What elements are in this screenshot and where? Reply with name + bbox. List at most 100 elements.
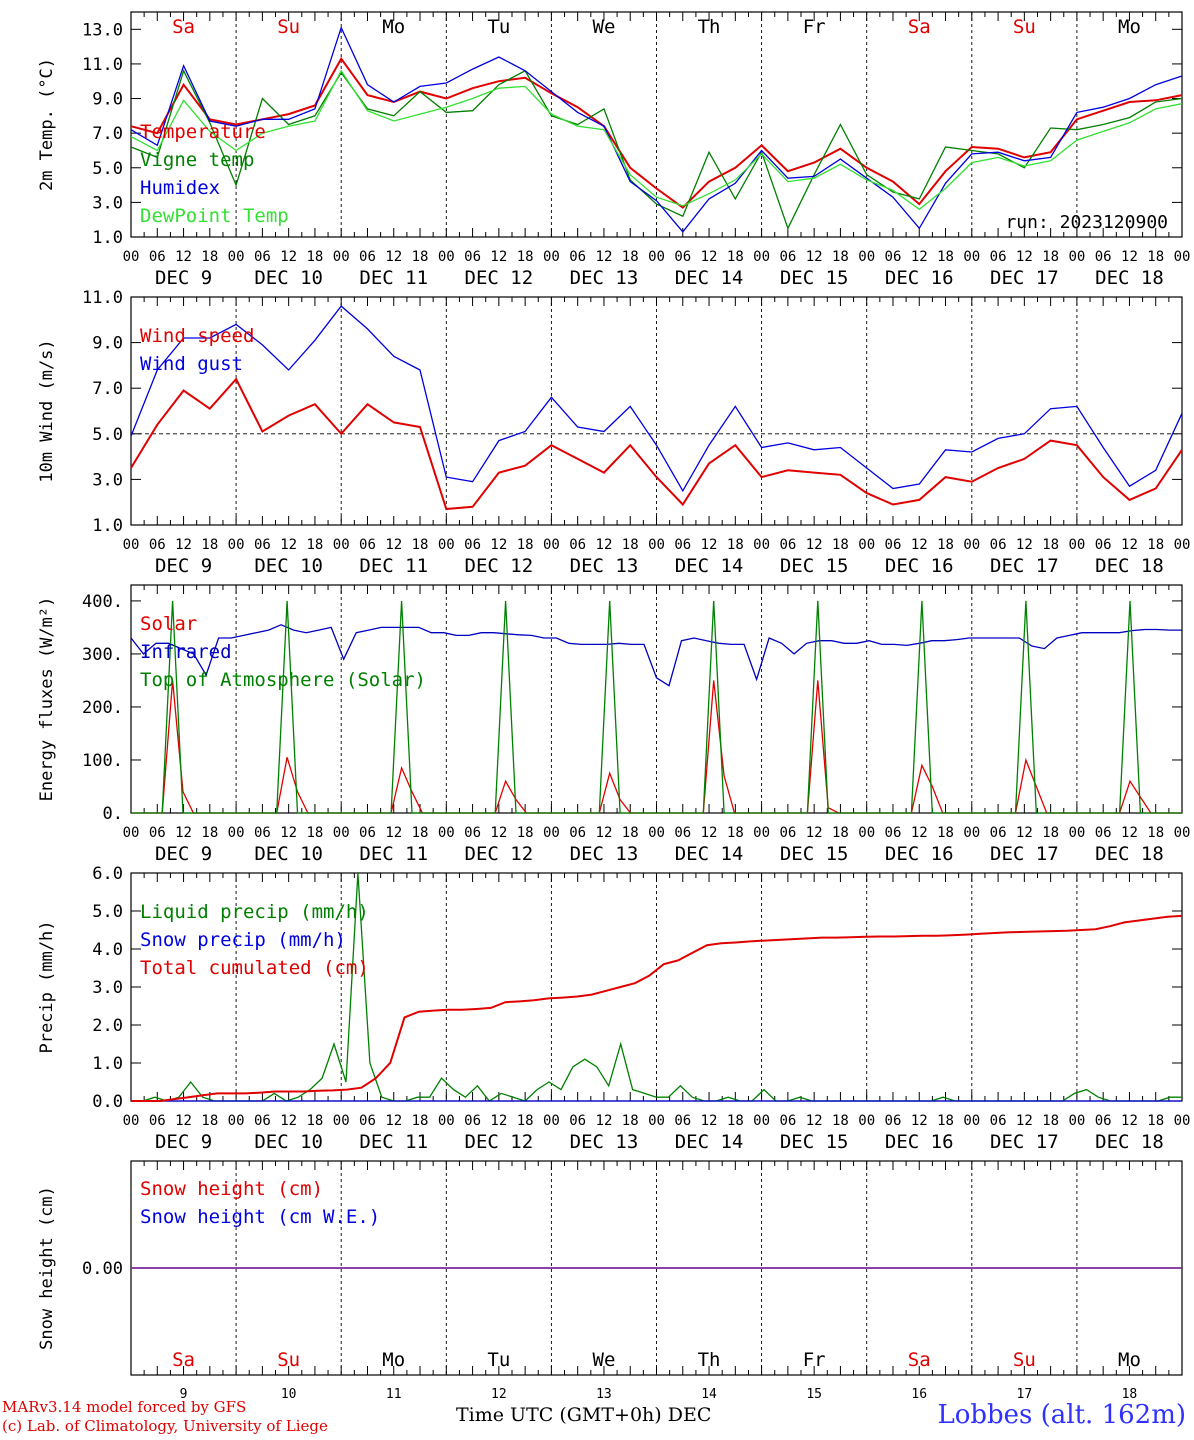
hour-tick-label: 12 — [175, 537, 192, 553]
y-tick-label: 0. — [103, 804, 123, 824]
hour-tick-label: 18 — [306, 1113, 323, 1129]
date-label: DEC 12 — [465, 1131, 534, 1153]
hour-tick-label: 18 — [201, 249, 218, 265]
hour-tick-label: 00 — [438, 825, 455, 841]
hour-tick-label: 06 — [149, 1113, 166, 1129]
weekday-label: Fr — [803, 1349, 826, 1371]
date-label: DEC 13 — [570, 843, 639, 865]
day-number-label: 15 — [806, 1387, 822, 1402]
y-axis-label: 10m Wind (m/s) — [37, 339, 57, 482]
date-label: DEC 11 — [359, 267, 428, 289]
credits: MARv3.14 model forced by GFS (c) Lab. of… — [2, 1398, 328, 1436]
hour-tick-label: 06 — [359, 537, 376, 553]
hour-tick-label: 00 — [648, 249, 665, 265]
hour-tick-label: 06 — [885, 825, 902, 841]
series-line — [130, 624, 1182, 687]
hour-tick-label: 12 — [911, 825, 928, 841]
date-label: DEC 16 — [885, 1131, 954, 1153]
hour-tick-label: 18 — [412, 825, 429, 841]
hour-tick-label: 12 — [385, 249, 402, 265]
hour-tick-label: 18 — [832, 537, 849, 553]
hour-tick-label: 12 — [806, 537, 823, 553]
date-label: DEC 12 — [465, 555, 534, 577]
hour-tick-label: 00 — [858, 537, 875, 553]
day-number-label: 9 — [180, 1387, 188, 1402]
day-number-label: 16 — [911, 1387, 927, 1402]
hour-tick-label: 12 — [596, 825, 613, 841]
date-label: DEC 16 — [885, 843, 954, 865]
hour-tick-label: 12 — [280, 825, 297, 841]
date-label: DEC 18 — [1095, 555, 1164, 577]
hour-tick-label: 06 — [254, 1113, 271, 1129]
hour-tick-label: 00 — [858, 825, 875, 841]
hour-tick-label: 06 — [464, 249, 481, 265]
hour-tick-label: 00 — [753, 537, 770, 553]
y-tick-label: 0.0 — [92, 1092, 123, 1112]
weekday-label: Su — [1013, 1349, 1036, 1371]
hour-tick-label: 18 — [1042, 1113, 1059, 1129]
hour-tick-label: 00 — [1174, 249, 1191, 265]
hour-tick-label: 18 — [517, 537, 534, 553]
date-label: DEC 16 — [885, 555, 954, 577]
hour-tick-label: 12 — [385, 825, 402, 841]
hour-tick-label: 18 — [412, 1113, 429, 1129]
hour-tick-label: 18 — [727, 825, 744, 841]
day-number-label: 14 — [701, 1387, 717, 1402]
hour-tick-label: 06 — [359, 249, 376, 265]
date-label: DEC 14 — [675, 555, 744, 577]
hour-tick-label: 00 — [753, 825, 770, 841]
hour-tick-label: 00 — [543, 825, 560, 841]
hour-tick-label: 00 — [333, 825, 350, 841]
hour-tick-label: 00 — [648, 1113, 665, 1129]
hour-tick-label: 12 — [280, 537, 297, 553]
hour-tick-label: 18 — [832, 249, 849, 265]
hour-tick-label: 00 — [543, 1113, 560, 1129]
hour-tick-label: 00 — [438, 249, 455, 265]
y-tick-label: 0.00 — [82, 1259, 123, 1279]
legend-entry: Solar — [140, 613, 197, 635]
hour-tick-label: 06 — [1095, 825, 1112, 841]
hour-tick-label: 06 — [569, 537, 586, 553]
series-line — [130, 305, 1183, 493]
y-tick-label: 3.0 — [92, 978, 123, 998]
hour-tick-label: 06 — [359, 1113, 376, 1129]
hour-tick-label: 18 — [1042, 249, 1059, 265]
hour-tick-label: 00 — [228, 825, 245, 841]
y-tick-label: 7.0 — [92, 379, 123, 399]
y-tick-label: 400. — [82, 592, 123, 612]
hour-tick-label: 06 — [674, 1113, 691, 1129]
hour-tick-label: 00 — [123, 249, 140, 265]
hour-tick-label: 12 — [490, 249, 507, 265]
hour-tick-label: 12 — [701, 1113, 718, 1129]
y-axis-label: Snow height (cm) — [37, 1186, 57, 1350]
legend-entry: Snow precip (mm/h) — [140, 929, 346, 951]
hour-tick-label: 06 — [990, 537, 1007, 553]
y-tick-label: 7.0 — [92, 124, 123, 144]
hour-tick-label: 06 — [885, 1113, 902, 1129]
hour-tick-label: 18 — [201, 1113, 218, 1129]
hour-tick-label: 06 — [569, 1113, 586, 1129]
weekday-label: Su — [1013, 16, 1036, 38]
hour-tick-label: 18 — [727, 249, 744, 265]
weekday-label: Su — [277, 1349, 300, 1371]
hour-tick-label: 06 — [885, 537, 902, 553]
hour-tick-label: 18 — [937, 825, 954, 841]
hour-tick-label: 00 — [963, 1113, 980, 1129]
hour-tick-label: 12 — [280, 1113, 297, 1129]
legend-entry: Top of Atmosphere (Solar) — [140, 669, 426, 691]
hour-tick-label: 00 — [228, 249, 245, 265]
hour-tick-label: 00 — [333, 1113, 350, 1129]
y-tick-label: 5.0 — [92, 902, 123, 922]
day-number-label: 10 — [281, 1387, 297, 1402]
hour-tick-label: 18 — [1147, 537, 1164, 553]
series-line — [130, 25, 1183, 233]
weekday-label: Mo — [382, 1349, 405, 1371]
date-label: DEC 11 — [359, 555, 428, 577]
hour-tick-label: 00 — [858, 249, 875, 265]
hour-tick-label: 00 — [123, 537, 140, 553]
hour-tick-label: 18 — [201, 537, 218, 553]
hour-tick-label: 18 — [622, 825, 639, 841]
hour-tick-label: 18 — [622, 537, 639, 553]
date-label: DEC 17 — [990, 1131, 1059, 1153]
hour-tick-label: 00 — [543, 249, 560, 265]
